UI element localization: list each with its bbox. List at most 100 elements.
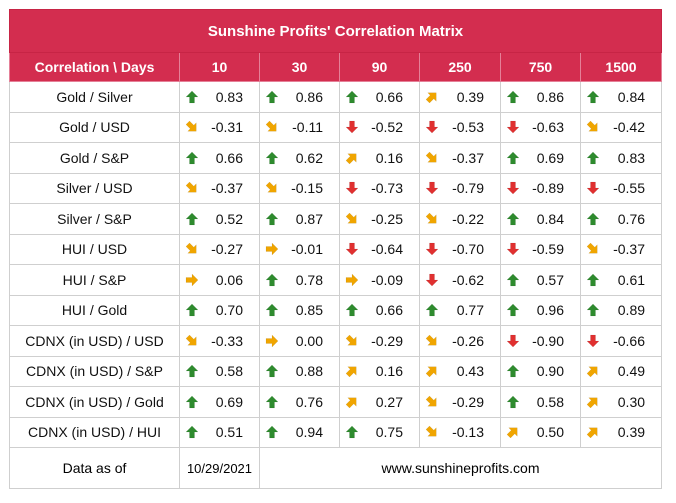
correlation-cell: -0.59 (500, 233, 581, 265)
correlation-value: 0.66 (375, 88, 403, 105)
correlation-value: 0.61 (617, 271, 646, 288)
correlation-value: 0.90 (536, 363, 564, 380)
table-row: HUI / USD -0.27 -0.01 -0.64 -0.70 -0.59 -0.37 (9, 233, 663, 265)
correlation-value: -0.64 (371, 241, 403, 258)
row-label: CDNX (in USD) / HUI (9, 416, 180, 448)
correlation-cell: -0.37 (179, 172, 260, 204)
table-row: CDNX (in USD) / Gold 0.69 0.76 0.27 -0.29 0.5… (9, 386, 663, 418)
correlation-value: 0.94 (295, 424, 323, 441)
correlation-cell: 0.77 (419, 294, 501, 326)
table-row: CDNX (in USD) / USD -0.33 0.00 -0.29 -0.26 -0… (9, 325, 663, 357)
correlation-value: 0.88 (295, 363, 323, 380)
correlation-cell: -0.42 (579, 111, 663, 143)
row-label: Gold / S&P (9, 142, 180, 174)
correlation-value: 0.16 (375, 363, 403, 380)
correlation-cell: 0.87 (259, 203, 340, 235)
correlation-cell: 0.86 (259, 81, 340, 113)
correlation-matrix: Sunshine Profits' Correlation Matrix Cor… (8, 9, 663, 489)
correlation-value: 0.85 (295, 302, 323, 319)
correlation-cell: 0.75 (339, 416, 420, 448)
correlation-value: -0.63 (532, 119, 564, 136)
correlation-value: -0.42 (613, 119, 646, 136)
correlation-value: -0.55 (613, 180, 646, 197)
correlation-cell: -0.13 (419, 416, 501, 448)
correlation-cell: 0.85 (259, 294, 340, 326)
correlation-cell: 0.43 (419, 355, 501, 387)
correlation-value: -0.89 (532, 180, 564, 197)
correlation-cell: 0.58 (500, 386, 581, 418)
correlation-value: 0.30 (617, 393, 646, 410)
table-row: Silver / USD -0.37 -0.15 -0.73 -0.79 -0.89 -0.… (9, 172, 663, 204)
row-label: Silver / S&P (9, 203, 180, 235)
correlation-cell: 0.00 (259, 325, 340, 357)
table-row: Gold / Silver 0.83 0.86 0.66 0.39 0.86 0.84 (9, 81, 663, 113)
table-row: CDNX (in USD) / HUI 0.51 0.94 0.75 -0.13 0.50… (9, 416, 663, 448)
table-row: Silver / S&P 0.52 0.87 -0.25 -0.22 0.84 0.76 (9, 203, 663, 235)
correlation-value: -0.90 (532, 332, 564, 349)
correlation-cell: 0.16 (339, 355, 420, 387)
header-day: 90 (339, 52, 420, 82)
correlation-cell: 0.78 (259, 264, 340, 296)
correlation-value: -0.11 (292, 119, 323, 136)
correlation-cell: 0.66 (339, 294, 420, 326)
correlation-cell: -0.26 (419, 325, 501, 357)
correlation-value: 0.39 (456, 88, 484, 105)
correlation-cell: 0.30 (579, 386, 663, 418)
correlation-cell: 0.49 (579, 355, 663, 387)
correlation-cell: -0.64 (339, 233, 420, 265)
correlation-cell: -0.29 (419, 386, 501, 418)
correlation-cell: 0.52 (179, 203, 260, 235)
correlation-cell: -0.90 (500, 325, 581, 357)
correlation-cell: 0.84 (579, 81, 663, 113)
correlation-value: 0.75 (375, 424, 403, 441)
correlation-value: 0.87 (295, 210, 323, 227)
correlation-cell: 0.94 (259, 416, 340, 448)
correlation-value: 0.51 (215, 424, 243, 441)
row-label: HUI / S&P (9, 264, 180, 296)
row-label: CDNX (in USD) / S&P (9, 355, 180, 387)
correlation-cell: -0.09 (339, 264, 420, 296)
correlation-cell: 0.88 (259, 355, 340, 387)
correlation-value: 0.84 (617, 88, 646, 105)
correlation-value: 0.84 (536, 210, 564, 227)
correlation-cell: -0.22 (419, 203, 501, 235)
correlation-cell: -0.63 (500, 111, 581, 143)
correlation-cell: 0.57 (500, 264, 581, 296)
correlation-value: -0.70 (452, 241, 484, 258)
correlation-cell: 0.84 (500, 203, 581, 235)
header-row: Correlation \ Days 10 30 90 250 750 1500 (9, 52, 663, 82)
correlation-cell: -0.73 (339, 172, 420, 204)
correlation-value: 0.57 (536, 271, 564, 288)
correlation-value: 0.69 (215, 393, 243, 410)
correlation-cell: 0.06 (179, 264, 260, 296)
table-row: HUI / Gold 0.70 0.85 0.66 0.77 0.96 0.89 (9, 294, 663, 326)
correlation-value: -0.53 (452, 119, 484, 136)
correlation-cell: 0.58 (179, 355, 260, 387)
table-row: Gold / S&P 0.66 0.62 0.16 -0.37 0.69 0.83 (9, 142, 663, 174)
correlation-cell: 0.61 (579, 264, 663, 296)
row-label: CDNX (in USD) / Gold (9, 386, 180, 418)
row-label: HUI / USD (9, 233, 180, 265)
correlation-cell: 0.62 (259, 142, 340, 174)
correlation-cell: 0.89 (579, 294, 663, 326)
correlation-cell: 0.70 (179, 294, 260, 326)
correlation-value: -0.33 (211, 332, 243, 349)
correlation-cell: 0.96 (500, 294, 581, 326)
correlation-value: -0.29 (452, 393, 484, 410)
correlation-value: 0.77 (456, 302, 484, 319)
correlation-cell: 0.66 (339, 81, 420, 113)
correlation-value: 0.86 (536, 88, 564, 105)
correlation-cell: -0.62 (419, 264, 501, 296)
correlation-cell: 0.90 (500, 355, 581, 387)
correlation-value: -0.37 (211, 180, 243, 197)
header-day: 30 (259, 52, 340, 82)
correlation-cell: 0.83 (179, 81, 260, 113)
correlation-value: 0.39 (617, 424, 646, 441)
correlation-value: -0.25 (371, 210, 403, 227)
correlation-cell: 0.16 (339, 142, 420, 174)
row-label: HUI / Gold (9, 294, 180, 326)
correlation-cell: -0.55 (579, 172, 663, 204)
table-row: CDNX (in USD) / S&P 0.58 0.88 0.16 0.43 0.90 0… (9, 355, 663, 387)
correlation-cell: 0.39 (579, 416, 663, 448)
correlation-cell: 0.51 (179, 416, 260, 448)
